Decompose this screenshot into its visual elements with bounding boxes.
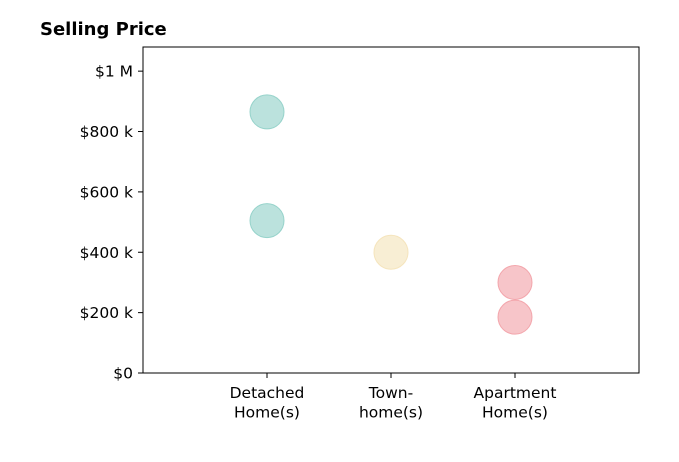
data-point bbox=[497, 264, 533, 300]
y-tick-label: $600 k bbox=[80, 183, 133, 201]
chart-title: Selling Price bbox=[40, 19, 167, 40]
x-tick-label: Apartment Home(s) bbox=[474, 384, 557, 422]
y-tick-label: $0 bbox=[113, 365, 133, 383]
plot-frame bbox=[142, 46, 640, 374]
y-tick-label: $800 k bbox=[80, 123, 133, 141]
y-tick-label: $400 k bbox=[80, 244, 133, 262]
data-point bbox=[373, 234, 409, 270]
x-tick-label: Town-home(s) bbox=[359, 384, 423, 422]
y-tick-label: $200 k bbox=[80, 304, 133, 322]
data-point bbox=[249, 94, 285, 130]
x-tick-label: Detached Home(s) bbox=[230, 384, 305, 422]
data-point bbox=[497, 299, 533, 335]
data-point bbox=[249, 203, 285, 239]
y-tick-label: $1 M bbox=[95, 63, 133, 81]
